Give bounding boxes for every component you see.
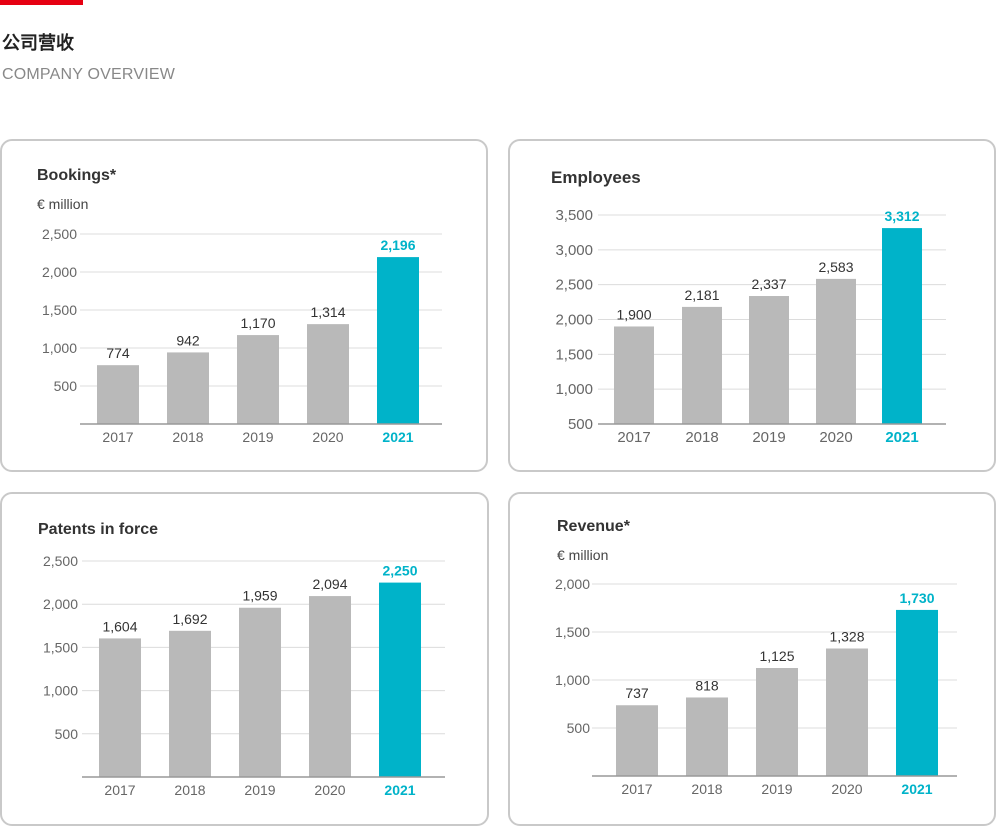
chart-card-employees: Employees 500 1,000 1,500 2,000 2,500 3,000 3,… [508,139,996,472]
bar-chart-revenue: 500 1,000 1,500 2,000 737 2017 818 2018 1,125 201… [555,576,957,797]
bar-2021 [379,582,421,777]
y-tick-label: 3,500 [555,207,593,224]
bar-2019 [239,607,281,777]
data-label: 2,181 [684,287,719,303]
bar-2021 [377,257,419,424]
data-label: 2,094 [312,576,347,592]
bar-2017 [616,705,658,776]
y-tick-label: 2,500 [43,553,78,569]
bar-chart-bookings: 500 1,000 1,500 2,000 2,500 774 2017 942 2018 1,1… [42,226,442,445]
bar-2018 [682,306,722,424]
y-tick-label: 500 [54,378,78,394]
bar-2019 [237,335,279,424]
chart-card-patents: Patents in force 500 1,000 1,500 2,000 2,500… [0,492,489,826]
page-title: 公司营收 [2,33,74,53]
data-label: 1,328 [829,629,864,645]
x-tick-label: 2017 [102,429,133,445]
bar-2020 [816,278,856,424]
chart-card-revenue: Revenue* € million 500 1,000 1,500 2,000 737… [508,492,996,826]
y-tick-label: 2,000 [555,576,590,592]
y-tick-label: 2,000 [43,596,78,612]
x-tick-label: 2019 [244,782,275,798]
x-tick-label: 2021 [382,429,413,445]
bar-2020 [826,648,868,776]
chart-title: Revenue* [557,518,630,535]
chart-title: Bookings* [37,167,117,184]
data-label: 1,959 [242,588,277,604]
y-tick-label: 500 [568,416,593,433]
y-tick-label: 2,000 [42,264,77,280]
y-tick-label: 1,500 [42,302,77,318]
bar-2021 [896,609,938,776]
chart-unit: € million [37,196,89,212]
bar-2019 [756,668,798,776]
data-label: 737 [625,685,649,701]
data-label: 818 [695,677,719,693]
x-tick-label: 2019 [761,781,792,797]
chart-title: Employees [551,168,641,187]
data-label: 2,196 [380,237,415,253]
x-tick-label: 2021 [384,782,415,798]
y-tick-label: 2,500 [555,277,593,294]
bar-2017 [97,365,139,424]
x-tick-label: 2018 [685,429,718,446]
x-tick-label: 2017 [617,429,650,446]
bar-2018 [686,697,728,776]
bar-2020 [309,596,351,777]
bar-chart-patents: 500 1,000 1,500 2,000 2,500 1,604 2017 1,692 201… [43,553,445,798]
data-label: 2,583 [818,259,853,275]
x-tick-label: 2020 [819,429,852,446]
x-tick-label: 2018 [691,781,722,797]
x-tick-label: 2020 [312,429,343,445]
data-label: 1,604 [102,618,137,634]
page-subtitle: COMPANY OVERVIEW [2,66,176,83]
bar-2017 [614,326,654,424]
chart-card-bookings: Bookings* € million 500 1,000 1,500 2,000 2,… [0,139,488,472]
y-tick-label: 2,000 [555,312,593,329]
x-tick-label: 2019 [242,429,273,445]
data-label: 774 [106,345,130,361]
y-tick-label: 1,000 [42,340,77,356]
data-label: 3,312 [884,208,919,224]
bar-2020 [307,324,349,424]
y-tick-label: 500 [55,726,79,742]
y-tick-label: 500 [567,720,591,736]
x-tick-label: 2017 [621,781,652,797]
data-label: 1,900 [616,306,651,322]
y-tick-label: 1,000 [43,683,78,699]
data-label: 942 [176,332,200,348]
chart-title: Patents in force [38,521,159,538]
x-tick-label: 2021 [901,781,932,797]
y-tick-label: 1,500 [555,624,590,640]
y-tick-label: 1,000 [555,381,593,398]
y-tick-label: 2,500 [42,226,77,242]
accent-bar [0,0,83,5]
data-label: 1,170 [240,315,275,331]
chart-unit: € million [557,547,609,563]
bar-2019 [749,296,789,424]
data-label: 1,692 [172,611,207,627]
data-label: 1,730 [899,590,934,606]
y-tick-label: 1,000 [555,672,590,688]
y-tick-label: 1,500 [43,639,78,655]
x-tick-label: 2018 [172,429,203,445]
y-tick-label: 3,000 [555,242,593,259]
bar-2021 [882,228,922,424]
x-tick-label: 2019 [752,429,785,446]
bar-2018 [167,352,209,424]
x-tick-label: 2017 [104,782,135,798]
data-label: 2,250 [382,563,417,579]
data-label: 1,125 [759,648,794,664]
x-tick-label: 2020 [831,781,862,797]
x-tick-label: 2020 [314,782,345,798]
y-tick-label: 1,500 [555,346,593,363]
x-tick-label: 2021 [885,429,918,446]
x-tick-label: 2018 [174,782,205,798]
bar-2018 [169,630,211,777]
bar-2017 [99,638,141,777]
data-label: 2,337 [751,276,786,292]
bar-chart-employees: 500 1,000 1,500 2,000 2,500 3,000 3,500 1,900 20… [555,207,946,446]
data-label: 1,314 [310,304,345,320]
